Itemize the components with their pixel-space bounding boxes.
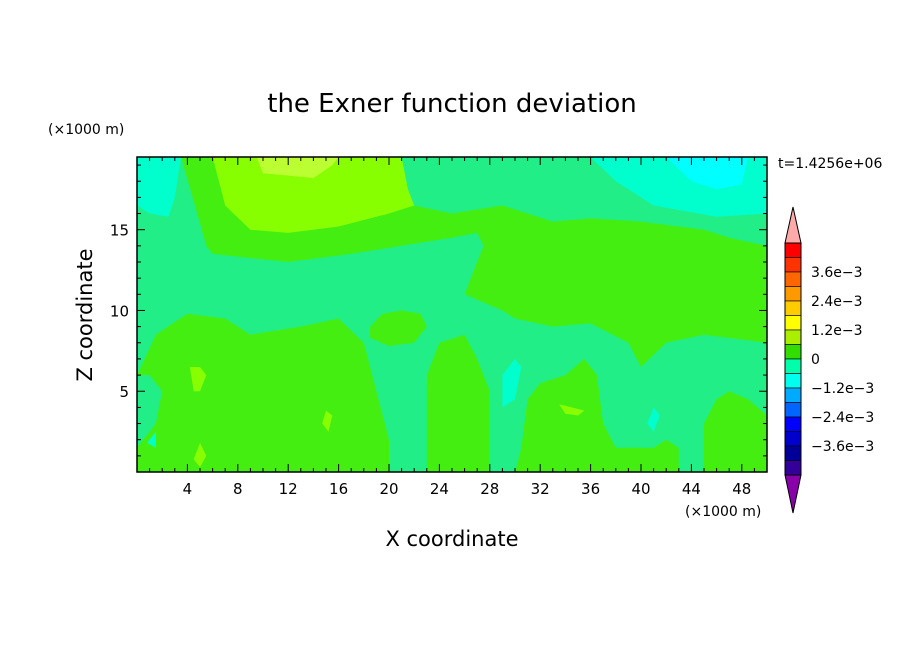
contour-region-low <box>137 157 182 217</box>
y-tick-label: 15 <box>110 222 129 240</box>
colorbar-swatch <box>784 286 802 302</box>
contour-region-higher <box>189 367 207 392</box>
contour-region-low <box>647 407 660 432</box>
contour-region-high <box>515 358 679 472</box>
x-tick-label: 48 <box>732 480 751 498</box>
colorbar-swatch <box>784 373 802 389</box>
x-tick-label: 36 <box>581 480 600 498</box>
colorbar-swatch <box>784 344 802 360</box>
contour-region-highest <box>256 157 339 178</box>
colorbar-swatch <box>784 387 802 403</box>
time-label: t=1.4256e+06 <box>778 156 882 172</box>
colorbar-swatch <box>784 431 802 447</box>
colorbar-swatch <box>784 242 802 258</box>
x-tick-label: 44 <box>682 480 701 498</box>
colorbar-swatch <box>784 300 802 316</box>
x-tick-label: 8 <box>233 480 243 498</box>
colorbar-swatch <box>784 257 802 273</box>
contour-region-high <box>370 310 427 346</box>
colorbar-label: −2.4e−3 <box>811 410 874 426</box>
colorbar-over-arrow <box>784 206 802 244</box>
x-tick-label: 12 <box>279 480 298 498</box>
contour-region-higher <box>193 442 207 468</box>
contour-region-high <box>137 313 389 472</box>
contour-region-low <box>147 431 156 448</box>
colorbar-swatch <box>784 358 802 374</box>
contour-region-high <box>426 334 490 472</box>
contour-region-higher <box>559 404 585 416</box>
colorbar-label: 1.2e−3 <box>811 323 863 339</box>
y-tick-label: 5 <box>119 383 129 401</box>
x-axis-label: X coordinate <box>385 527 518 551</box>
contour-region-higher <box>212 157 415 233</box>
colorbar-under-arrow <box>784 474 802 514</box>
colorbar-label: −1.2e−3 <box>811 381 874 397</box>
x-tick-label: 28 <box>480 480 499 498</box>
y-tick-label: 10 <box>110 302 129 320</box>
colorbar-label: 0 <box>811 352 820 368</box>
x-unit-label: (×1000 m) <box>685 504 761 520</box>
colorbar-swatch <box>784 271 802 287</box>
colorbar-label: 3.6e−3 <box>811 265 863 281</box>
colorbar-swatch <box>784 329 802 345</box>
x-tick-label: 20 <box>379 480 398 498</box>
colorbar-swatch <box>784 416 802 432</box>
colorbar-label: 2.4e−3 <box>811 294 863 310</box>
y-axis-label: Z coordinate <box>73 248 97 381</box>
x-tick-label: 24 <box>430 480 449 498</box>
colorbar-swatch <box>784 460 802 476</box>
contour-region-higher <box>322 410 333 432</box>
colorbar-swatch <box>784 402 802 418</box>
chart-title: the Exner function deviation <box>267 89 637 119</box>
contour-region-high <box>704 391 767 472</box>
x-tick-label: 4 <box>183 480 193 498</box>
y-unit-label: (×1000 m) <box>48 122 124 138</box>
contour-region-low <box>502 358 522 408</box>
colorbar-swatch <box>784 445 802 461</box>
x-tick-label: 16 <box>329 480 348 498</box>
colorbar-frame <box>784 242 802 476</box>
x-tick-label: 40 <box>631 480 650 498</box>
contour-region-lower <box>666 157 749 190</box>
colorbar-swatch <box>784 315 802 331</box>
colorbar: 3.6e−3 2.4e−3 1.2e−3 0 −1.2e−3 −2.4e−3 −3.6e−3 <box>784 206 874 514</box>
colorbar-label: −3.6e−3 <box>811 439 874 455</box>
x-tick-label: 32 <box>531 480 550 498</box>
